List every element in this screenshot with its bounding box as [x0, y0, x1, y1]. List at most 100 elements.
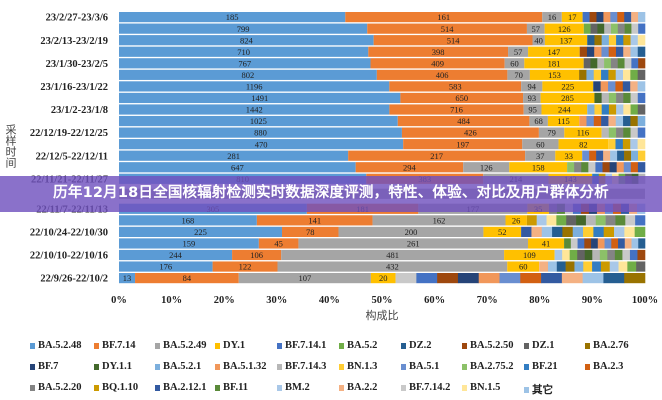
legend-item: BQ.1.10 — [94, 382, 138, 393]
bar-segment-BF.7.14 — [256, 215, 373, 226]
bar-segment-other — [601, 46, 610, 57]
legend-swatch — [339, 384, 344, 391]
bar-segment-other — [623, 115, 631, 127]
bar-segment-other — [395, 273, 417, 284]
bar-segment-BA.5.2.49 — [523, 92, 541, 104]
bar-segment-other — [616, 35, 624, 46]
bar-segment-BA.5.2.48 — [119, 238, 259, 249]
bar-segment-other — [611, 238, 619, 249]
legend-item: 其它 — [524, 382, 553, 397]
legend-label: BF.7.14.3 — [285, 361, 327, 372]
bar-segment-other — [637, 162, 646, 173]
bar-segment-other — [637, 81, 646, 92]
bar-segment-other — [541, 273, 563, 284]
data-label: 802 — [242, 70, 255, 80]
data-label: 225 — [194, 227, 207, 237]
bar-segment-other — [601, 92, 610, 104]
legend-label: BN.1.3 — [347, 361, 378, 372]
data-label: 514 — [447, 35, 461, 45]
data-label: 84 — [183, 273, 192, 283]
legend-label: BA.5.2.20 — [38, 382, 82, 393]
legend-swatch — [30, 342, 35, 349]
legend-swatch — [94, 342, 99, 349]
bar-segment-other — [623, 127, 631, 138]
bar-segment-other — [624, 23, 632, 34]
data-label: 244 — [558, 105, 572, 115]
y-tick-label: 22/12/19-22/12/25 — [30, 128, 108, 139]
data-label: 116 — [577, 128, 589, 138]
legend-swatch — [524, 342, 529, 349]
bar-segment-other — [536, 215, 547, 226]
legend-label: BA.5.1 — [409, 361, 440, 372]
bar-segment-other — [586, 69, 595, 80]
x-axis-title: 构成比 — [366, 308, 399, 322]
bar-segment-other — [630, 162, 639, 173]
bar-segment-other — [593, 69, 602, 80]
bar-segment-other — [526, 215, 537, 226]
data-label: 126 — [558, 24, 571, 34]
bar-segment-other — [601, 35, 610, 46]
bar-segment-other — [624, 12, 632, 23]
bar-segment-other — [638, 238, 646, 249]
bar-segment-other — [638, 12, 646, 23]
bar-segment-other — [604, 23, 612, 34]
data-label: 880 — [254, 128, 267, 138]
legend-swatch — [585, 363, 590, 370]
bar-segment-BF.7.14 — [403, 139, 523, 150]
bar-segment-other — [623, 46, 631, 57]
bar-segment-other — [593, 226, 605, 237]
bar-segment-BF.7.14 — [368, 46, 509, 57]
bar-segment-other — [574, 261, 584, 272]
bar-segment-BF.7.14 — [282, 226, 339, 237]
bar-segment-other — [531, 226, 543, 237]
bar-segment-other — [564, 238, 572, 249]
bar-segment-other — [556, 261, 566, 272]
bar-segment-other — [593, 81, 601, 92]
data-label: 57 — [532, 24, 541, 34]
data-label: 281 — [227, 151, 240, 161]
bar-segment-other — [583, 23, 591, 34]
legend-label: BA.5.2.1 — [163, 361, 202, 372]
data-label: 716 — [450, 105, 463, 115]
data-label: 60 — [519, 262, 528, 272]
data-label: 799 — [237, 24, 250, 34]
title-banner: 历年12月18日全国核辐射检测实时数据深度评测，特性、体验、对比及用户群体分析 — [0, 175, 662, 212]
bar-segment-other — [637, 104, 646, 115]
bar-segment-other — [478, 273, 500, 284]
x-tick-label: 0% — [111, 295, 127, 306]
bar-segment-DY.1 — [370, 273, 396, 284]
bar-segment-other — [594, 35, 602, 46]
legend-item: BA.5.2 — [339, 340, 377, 351]
legend-item: BA.2.3 — [585, 361, 623, 372]
bar-segment-other — [616, 127, 624, 138]
data-label: 137 — [560, 35, 573, 45]
legend-label: DZ.2 — [409, 340, 432, 351]
bar-segment-other — [601, 115, 609, 127]
bar-segment-other — [610, 12, 618, 23]
legend-label: BA.2.2 — [347, 382, 378, 393]
legend-label: BA.2.76 — [593, 340, 629, 351]
legend-item: DZ.1 — [524, 340, 554, 351]
bar-segment-BA.5.2.48 — [119, 46, 369, 57]
bar-segment-other — [607, 249, 616, 261]
bar-segment-other — [565, 261, 575, 272]
legend-label: BA.5.2.50 — [470, 340, 514, 351]
data-label: 16 — [548, 12, 557, 22]
legend-item: BA.2.75.2 — [462, 361, 513, 372]
data-label: 1491 — [251, 93, 268, 103]
bar-segment-other — [596, 12, 604, 23]
bar-segment-BA.5.2.49 — [507, 69, 530, 80]
bar-segment-BF.7.14 — [389, 104, 524, 115]
bar-segment-other — [577, 238, 585, 249]
data-label: 432 — [386, 262, 399, 272]
bar-segment-other — [608, 139, 616, 150]
bar-segment-other — [584, 249, 593, 261]
bar-segment-other — [586, 115, 595, 127]
bar-segment-BF.7.14 — [348, 150, 526, 161]
x-tick-label: 100% — [632, 295, 658, 306]
bar-segment-BA.5.2.49 — [532, 35, 545, 46]
bar-segment-other — [589, 150, 597, 161]
bar-segment-BA.5.2.48 — [119, 127, 402, 138]
legend-label: BA.2.75.2 — [470, 361, 514, 372]
legend-item: BA.5.2.1 — [155, 361, 201, 372]
